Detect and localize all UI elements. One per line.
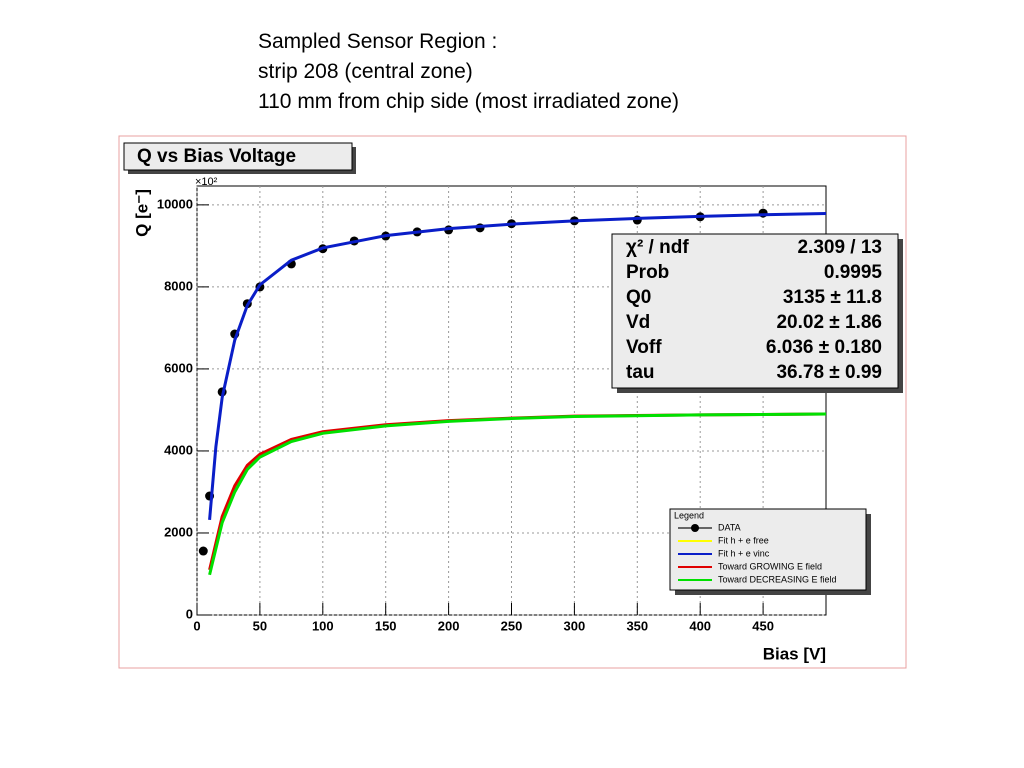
- x-tick-label: 0: [193, 618, 200, 633]
- stat-value: 3135 ± 11.8: [783, 287, 882, 308]
- header-line: strip 208 (central zone): [258, 60, 473, 83]
- stat-value: 20.02 ± 1.86: [776, 312, 882, 333]
- x-tick-label: 400: [689, 618, 711, 633]
- stat-value: 36.78 ± 0.99: [776, 362, 882, 383]
- y-tick-label: 2000: [164, 524, 193, 539]
- stat-value: 6.036 ± 0.180: [766, 337, 882, 358]
- legend-label: Toward DECREASING E field: [718, 574, 837, 584]
- stat-value: 0.9995: [824, 262, 883, 283]
- legend-title: Legend: [674, 510, 704, 520]
- stat-name: Vd: [626, 312, 650, 333]
- y-tick-label: 4000: [164, 442, 193, 457]
- x-tick-label: 450: [752, 618, 774, 633]
- stat-name: χ² / ndf: [626, 237, 689, 258]
- legend-marker: [691, 524, 699, 532]
- fit-curve: [208, 211, 827, 520]
- x-tick-label: 350: [626, 618, 648, 633]
- stat-value: 2.309 / 13: [797, 237, 882, 258]
- fit-curve: [208, 412, 827, 576]
- legend-label: Toward GROWING E field: [718, 561, 822, 571]
- stats-box: [611, 233, 899, 389]
- legend-box: [669, 508, 867, 591]
- x-tick-label: 50: [253, 618, 267, 633]
- y-tick-label: 0: [186, 606, 193, 621]
- y-tick-label: 10000: [157, 196, 193, 211]
- y-tick-label: 6000: [164, 360, 193, 375]
- stat-name: Q0: [626, 287, 651, 308]
- y-axis-label: Q [e⁻]: [132, 189, 151, 237]
- y-multiplier: ×10²: [195, 176, 218, 188]
- x-tick-label: 250: [501, 618, 523, 633]
- x-tick-label: 100: [312, 618, 334, 633]
- legend-label: Fit h + e free: [718, 535, 769, 545]
- y-tick-label: 8000: [164, 278, 193, 293]
- header-line: Sampled Sensor Region :: [258, 30, 497, 53]
- data-point: [198, 546, 208, 556]
- stat-name: Prob: [626, 262, 669, 283]
- legend-label: Fit h + e vinc: [718, 548, 770, 558]
- x-tick-label: 300: [564, 618, 586, 633]
- title-box: [123, 142, 353, 171]
- stat-name: tau: [626, 362, 655, 383]
- legend-label: DATA: [718, 522, 741, 532]
- stat-name: Voff: [626, 337, 662, 358]
- x-tick-label: 200: [438, 618, 460, 633]
- x-tick-label: 150: [375, 618, 397, 633]
- x-axis-label: Bias [V]: [763, 644, 826, 663]
- header-line: 110 mm from chip side (most irradiated z…: [258, 90, 679, 113]
- chart-title: Q vs Bias Voltage: [137, 146, 296, 167]
